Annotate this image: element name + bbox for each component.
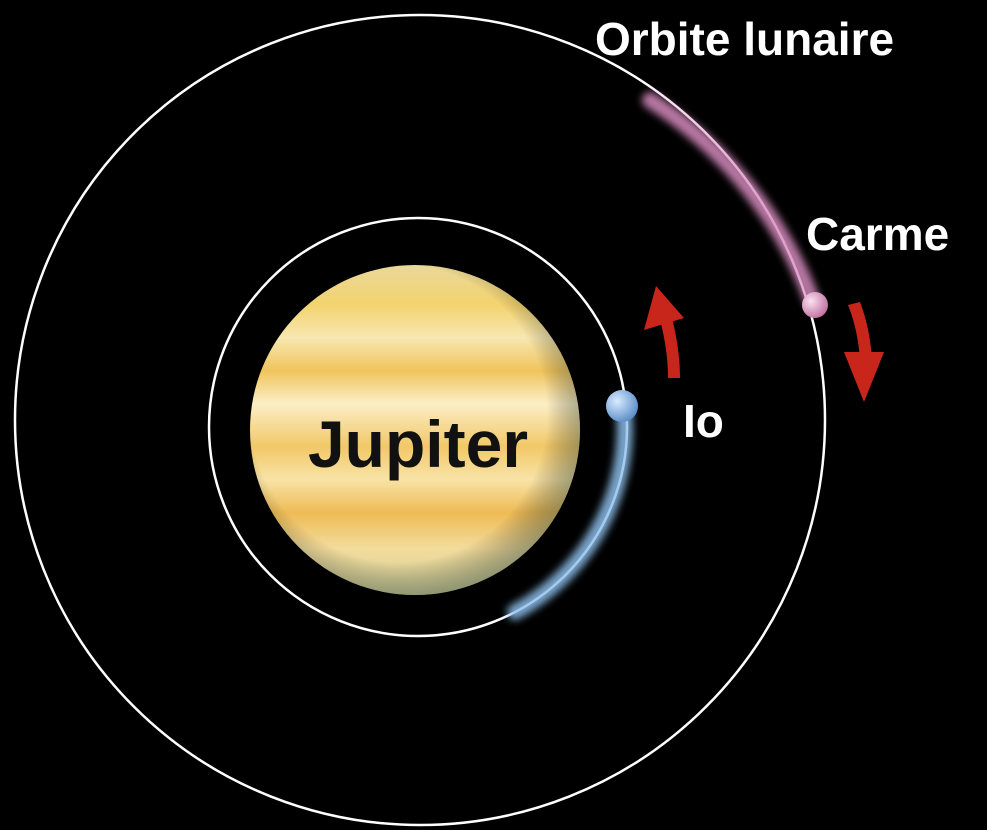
jupiter-label: Jupiter <box>308 407 528 481</box>
carme-direction-arrow <box>844 302 884 402</box>
io-moon <box>606 390 638 422</box>
carme-moon <box>802 292 828 318</box>
diagram: Orbite lunaire Carme Io Jupiter <box>0 0 987 830</box>
carme-label: Carme <box>806 208 949 260</box>
orbit-label: Orbite lunaire <box>595 13 894 65</box>
page: Orbite lunaire Carme Io Jupiter (() => {… <box>0 0 987 830</box>
carme-trail <box>650 100 812 300</box>
io-direction-arrow <box>644 286 684 378</box>
io-label: Io <box>683 395 724 447</box>
